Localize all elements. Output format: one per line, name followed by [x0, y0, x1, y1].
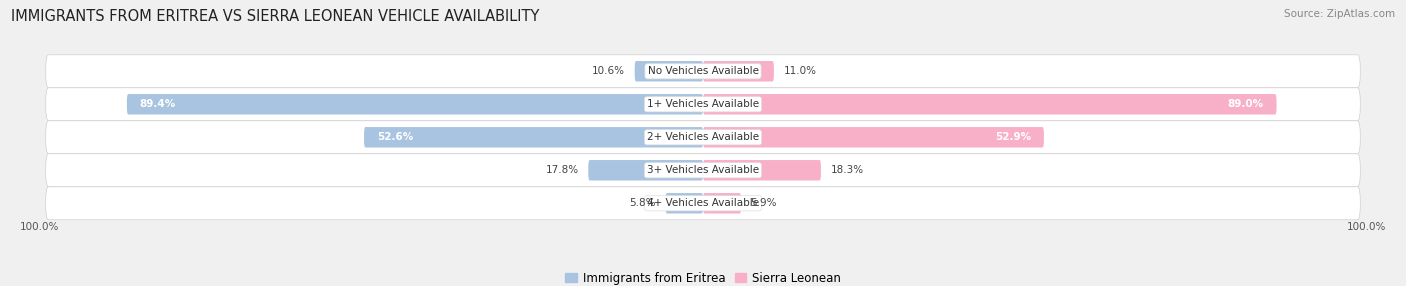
Text: 11.0%: 11.0%	[783, 66, 817, 76]
FancyBboxPatch shape	[588, 160, 703, 180]
FancyBboxPatch shape	[45, 154, 1361, 187]
Text: 4+ Vehicles Available: 4+ Vehicles Available	[647, 198, 759, 208]
FancyBboxPatch shape	[665, 193, 703, 214]
Text: 2+ Vehicles Available: 2+ Vehicles Available	[647, 132, 759, 142]
FancyBboxPatch shape	[45, 55, 1361, 88]
Text: 52.6%: 52.6%	[377, 132, 413, 142]
Text: 100.0%: 100.0%	[1347, 223, 1386, 233]
Text: 18.3%: 18.3%	[831, 165, 863, 175]
FancyBboxPatch shape	[703, 160, 821, 180]
Text: 89.0%: 89.0%	[1227, 99, 1264, 109]
FancyBboxPatch shape	[634, 61, 703, 82]
Text: 89.4%: 89.4%	[139, 99, 176, 109]
Text: IMMIGRANTS FROM ERITREA VS SIERRA LEONEAN VEHICLE AVAILABILITY: IMMIGRANTS FROM ERITREA VS SIERRA LEONEA…	[11, 9, 540, 23]
Text: 10.6%: 10.6%	[592, 66, 626, 76]
Legend: Immigrants from Eritrea, Sierra Leonean: Immigrants from Eritrea, Sierra Leonean	[560, 267, 846, 286]
Text: 52.9%: 52.9%	[995, 132, 1031, 142]
FancyBboxPatch shape	[127, 94, 703, 114]
Text: No Vehicles Available: No Vehicles Available	[648, 66, 758, 76]
Text: 5.9%: 5.9%	[751, 198, 778, 208]
Text: 1+ Vehicles Available: 1+ Vehicles Available	[647, 99, 759, 109]
FancyBboxPatch shape	[703, 193, 741, 214]
Text: Source: ZipAtlas.com: Source: ZipAtlas.com	[1284, 9, 1395, 19]
FancyBboxPatch shape	[45, 88, 1361, 121]
Text: 17.8%: 17.8%	[546, 165, 579, 175]
Text: 5.8%: 5.8%	[630, 198, 657, 208]
FancyBboxPatch shape	[45, 121, 1361, 154]
Text: 3+ Vehicles Available: 3+ Vehicles Available	[647, 165, 759, 175]
Text: 100.0%: 100.0%	[20, 223, 59, 233]
FancyBboxPatch shape	[703, 94, 1277, 114]
FancyBboxPatch shape	[703, 127, 1043, 148]
FancyBboxPatch shape	[703, 61, 773, 82]
FancyBboxPatch shape	[45, 187, 1361, 220]
FancyBboxPatch shape	[364, 127, 703, 148]
